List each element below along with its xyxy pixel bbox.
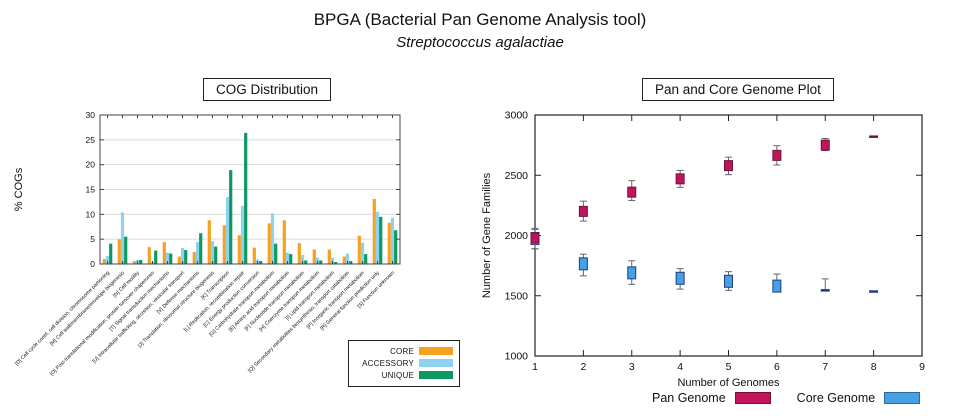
unique-color-swatch — [419, 371, 453, 379]
core-color-swatch — [419, 347, 453, 355]
svg-text:0: 0 — [90, 259, 95, 269]
legend-item-core-genome: Core Genome — [797, 391, 921, 405]
pan-core-axes: 1000 1500 2000 2500 3000 1 2 3 4 5 6 7 8 9 — [505, 110, 925, 374]
svg-text:1500: 1500 — [505, 290, 529, 302]
svg-text:3000: 3000 — [505, 110, 529, 122]
cog-gridlines — [101, 139, 399, 240]
legend-item-core: CORE — [353, 345, 453, 357]
core-genome-points — [530, 228, 879, 293]
svg-text:7: 7 — [822, 361, 828, 373]
cog-category-labels: [D] Cell cycle contrl, cell division, ch… — [14, 270, 396, 377]
legend-label-unique: UNIQUE — [381, 370, 414, 380]
legend-label-core-genome: Core Genome — [796, 391, 876, 405]
legend-label-accessory: ACCESSORY — [362, 358, 414, 368]
svg-text:5: 5 — [90, 234, 95, 244]
svg-text:6: 6 — [774, 361, 780, 373]
accessory-color-swatch — [419, 359, 453, 367]
page-title: BPGA (Bacterial Pan Genome Analysis tool… — [313, 10, 647, 29]
svg-text:2500: 2500 — [505, 170, 529, 182]
cog-axes: 0 5 10 15 20 25 30 — [86, 110, 401, 269]
svg-text:30: 30 — [86, 110, 96, 120]
pan-core-y-axis-label: Number of Gene Families — [481, 172, 493, 298]
cog-bars — [102, 132, 398, 264]
cog-legend: CORE ACCESSORY UNIQUE — [348, 340, 460, 387]
pan-core-chart-title: Pan and Core Genome Plot — [642, 78, 834, 101]
svg-text:8: 8 — [871, 361, 877, 373]
legend-item-pan-genome: Pan Genome — [652, 391, 771, 405]
svg-text:3: 3 — [629, 361, 635, 373]
svg-text:5: 5 — [726, 361, 732, 373]
svg-text:25: 25 — [86, 135, 96, 145]
svg-text:20: 20 — [86, 160, 96, 170]
svg-text:4: 4 — [677, 361, 683, 373]
legend-label-pan-genome: Pan Genome — [652, 391, 726, 405]
page-subtitle: Streptococcus agalactiae — [396, 34, 564, 51]
core-genome-color-swatch — [884, 392, 921, 404]
pan-genome-points — [530, 135, 879, 250]
pan-core-chart-title-text: Pan and Core Genome Plot — [655, 82, 821, 97]
cog-chart-title-text: COG Distribution — [216, 82, 319, 97]
legend-item-accessory: ACCESSORY — [353, 357, 453, 369]
pan-core-legend: Pan Genome Core Genome — [652, 391, 921, 405]
pan-core-genome-chart: 1000 1500 2000 2500 3000 1 2 3 4 5 6 7 8 9 Number of G… — [481, 110, 925, 390]
svg-text:[O] Post-translational modific: [O] Post-translational modification, pro… — [49, 270, 156, 377]
pan-genome-color-swatch — [734, 392, 771, 404]
svg-text:2000: 2000 — [505, 230, 529, 242]
cog-distribution-chart: 0 5 10 15 20 25 30 % COGs [D] Cell cycle contrl,… — [13, 110, 401, 377]
svg-text:10: 10 — [86, 209, 96, 219]
cog-y-axis-label: % COGs — [13, 167, 25, 211]
legend-label-core: CORE — [390, 346, 414, 356]
cog-chart-title: COG Distribution — [203, 78, 332, 101]
legend-item-unique: UNIQUE — [353, 369, 453, 381]
svg-text:1: 1 — [532, 361, 538, 373]
svg-text:9: 9 — [919, 361, 925, 373]
svg-text:[D] Cell cycle contrl, cell di: [D] Cell cycle contrl, cell division, ch… — [14, 270, 111, 367]
pan-core-x-axis-label: Number of Genomes — [677, 377, 780, 389]
svg-text:1000: 1000 — [505, 351, 529, 363]
svg-text:2: 2 — [580, 361, 586, 373]
svg-text:15: 15 — [86, 185, 96, 195]
page-header: BPGA (Bacterial Pan Genome Analysis tool… — [0, 10, 960, 51]
